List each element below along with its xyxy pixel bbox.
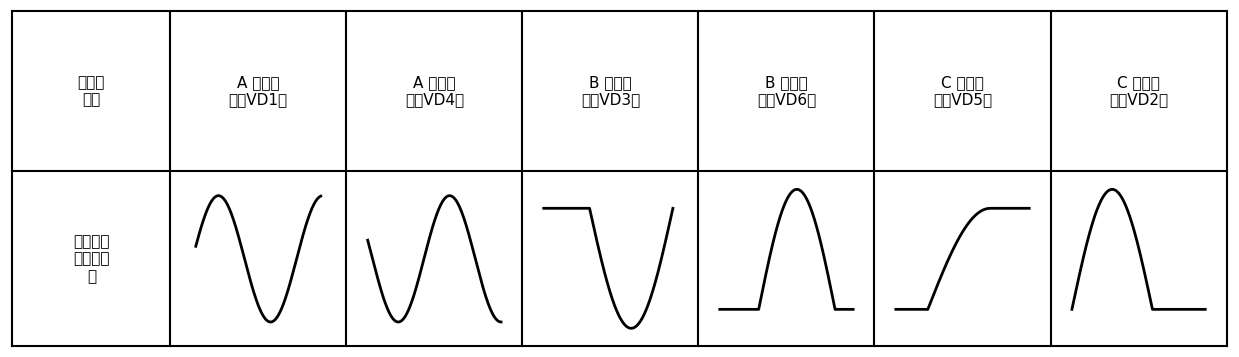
- Text: B 相上桥
臂（VD3）: B 相上桥 臂（VD3）: [581, 75, 641, 107]
- Text: B 相下桥
臂（VD6）: B 相下桥 臂（VD6）: [757, 75, 817, 107]
- Text: C 相下桥
臂（VD2）: C 相下桥 臂（VD2）: [1109, 75, 1168, 107]
- Text: A 相下桥
臂（VD4）: A 相下桥 臂（VD4）: [405, 75, 463, 107]
- Text: 二极管位
置判断波
形: 二极管位 置判断波 形: [73, 234, 109, 284]
- Text: 二极管
位置: 二极管 位置: [78, 75, 105, 107]
- Text: C 相上桥
臂（VD5）: C 相上桥 臂（VD5）: [933, 75, 992, 107]
- Text: A 相上桥
臂（VD1）: A 相上桥 臂（VD1）: [229, 75, 287, 107]
